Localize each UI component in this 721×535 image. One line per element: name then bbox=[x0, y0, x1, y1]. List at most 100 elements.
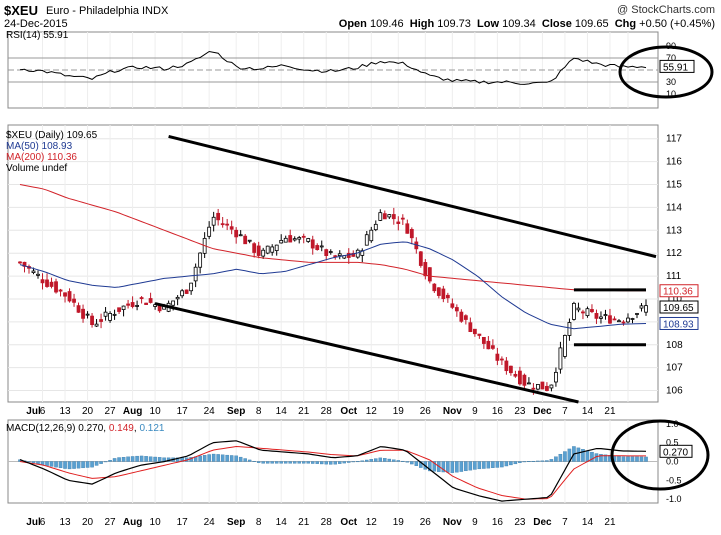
x-axis-label-bottom: Nov bbox=[443, 517, 462, 528]
x-axis-label-bottom: 26 bbox=[420, 517, 432, 528]
macd-histogram-bar bbox=[482, 461, 486, 469]
x-axis-label-bottom: 21 bbox=[298, 517, 310, 528]
candle-body bbox=[229, 226, 234, 230]
candle-body bbox=[594, 313, 599, 319]
x-axis-label: 16 bbox=[492, 406, 504, 417]
rsi-label: RSI(14) 55.91 bbox=[6, 30, 69, 41]
candle-body bbox=[572, 302, 576, 320]
candle-body bbox=[184, 289, 189, 294]
candle-body bbox=[391, 214, 396, 220]
macd-histogram-bar bbox=[27, 461, 31, 463]
macd-histogram-bar bbox=[207, 454, 211, 462]
macd-histogram-bar bbox=[108, 460, 112, 462]
x-axis-label: 14 bbox=[582, 406, 594, 417]
x-axis-label-bottom: Sep bbox=[227, 517, 245, 528]
macd-histogram-bar bbox=[45, 461, 49, 466]
macd-histogram-bar bbox=[477, 461, 482, 470]
candle-body bbox=[85, 313, 90, 316]
x-axis-label-bottom: 16 bbox=[492, 517, 504, 528]
x-axis-label: 21 bbox=[298, 406, 310, 417]
candle-body bbox=[490, 345, 495, 349]
macd-histogram-bar bbox=[256, 461, 261, 463]
candle-body bbox=[324, 249, 329, 256]
macd-histogram-bar bbox=[360, 460, 365, 462]
macd-histogram-bar bbox=[599, 454, 603, 462]
candle-body bbox=[180, 290, 185, 297]
macd-histogram-bar bbox=[306, 461, 310, 464]
macd-histogram-bar bbox=[175, 457, 180, 462]
candle-body bbox=[265, 245, 270, 254]
low-label: Low bbox=[477, 18, 500, 30]
x-axis-label-bottom: 8 bbox=[256, 517, 262, 528]
macd-histogram-bar bbox=[338, 461, 342, 464]
x-axis-label-bottom: 7 bbox=[562, 517, 568, 528]
candle-body bbox=[94, 323, 99, 327]
candle-body bbox=[396, 221, 401, 224]
candle-body bbox=[608, 315, 612, 324]
chg-label: Chg bbox=[614, 18, 637, 30]
macd-histogram-bar bbox=[554, 456, 558, 462]
rsi-tick-label: 30 bbox=[666, 77, 676, 87]
macd-histogram-bar bbox=[238, 456, 243, 462]
macd-histogram-bar bbox=[405, 461, 410, 463]
macd-histogram-bar bbox=[279, 461, 283, 464]
candle-body bbox=[171, 300, 176, 306]
x-axis-label: 20 bbox=[82, 406, 94, 417]
candle-body bbox=[418, 251, 423, 266]
candle-body bbox=[617, 320, 621, 323]
macd-histogram-bar bbox=[144, 456, 148, 462]
candle-body bbox=[351, 252, 356, 257]
candle-body bbox=[117, 307, 121, 312]
candle-body bbox=[270, 246, 275, 253]
candle-body bbox=[36, 273, 40, 276]
macd-histogram-bar bbox=[414, 461, 419, 466]
price-tick-label: 106 bbox=[666, 386, 683, 397]
x-axis-label-bottom: 17 bbox=[177, 517, 189, 528]
x-axis-label: 8 bbox=[256, 406, 262, 417]
candle-body bbox=[378, 212, 383, 221]
candle-body bbox=[472, 328, 477, 335]
candle-body bbox=[463, 315, 468, 320]
x-axis-label-bottom: Aug bbox=[123, 517, 142, 528]
macd-histogram-bar bbox=[635, 456, 639, 462]
x-axis-label-bottom: 9 bbox=[472, 517, 478, 528]
price-tick-label: 116 bbox=[666, 157, 682, 168]
macd-histogram-bar bbox=[36, 461, 40, 464]
candle-body bbox=[99, 319, 103, 322]
macd-histogram-bar bbox=[225, 454, 229, 462]
candle-body bbox=[216, 212, 221, 221]
candle-body bbox=[468, 322, 473, 332]
candle-body bbox=[436, 287, 441, 296]
macd-histogram-bar bbox=[297, 461, 301, 464]
price-tick-label: 110 bbox=[666, 294, 682, 305]
low-value: 109.34 bbox=[502, 18, 536, 30]
macd-histogram-bar bbox=[531, 460, 536, 462]
source-credit[interactable]: @ StockCharts.com bbox=[617, 4, 715, 16]
x-axis-label-bottom: 6 bbox=[40, 517, 46, 528]
candle-body bbox=[576, 307, 581, 311]
x-axis-label: 27 bbox=[105, 406, 117, 417]
x-axis-label-bottom: Oct bbox=[340, 517, 357, 528]
panel-frame-1 bbox=[7, 124, 659, 403]
close-label: Close bbox=[541, 18, 572, 30]
candle-body bbox=[563, 335, 567, 357]
macd-histogram-bar bbox=[274, 461, 279, 464]
x-axis-label: 23 bbox=[514, 406, 526, 417]
candle-body bbox=[328, 251, 333, 253]
candle-body bbox=[58, 289, 63, 292]
candle-body bbox=[175, 296, 180, 300]
macd-histogram-bar bbox=[265, 461, 270, 464]
macd-histogram-bar bbox=[374, 458, 378, 462]
macd-histogram-bar bbox=[387, 458, 392, 462]
legend-ma50: MA(50) 108.93 bbox=[6, 141, 73, 152]
candle-body bbox=[441, 288, 446, 300]
candle-body bbox=[400, 217, 405, 220]
macd-tick-label: -0.5 bbox=[666, 475, 682, 485]
candle-body bbox=[545, 385, 549, 391]
candle-body bbox=[90, 315, 94, 325]
candle-body bbox=[31, 270, 36, 273]
macd-histogram-bar bbox=[392, 459, 396, 462]
x-axis-label-bottom: 13 bbox=[59, 517, 71, 528]
x-axis-label-bottom: Dec bbox=[533, 517, 552, 528]
